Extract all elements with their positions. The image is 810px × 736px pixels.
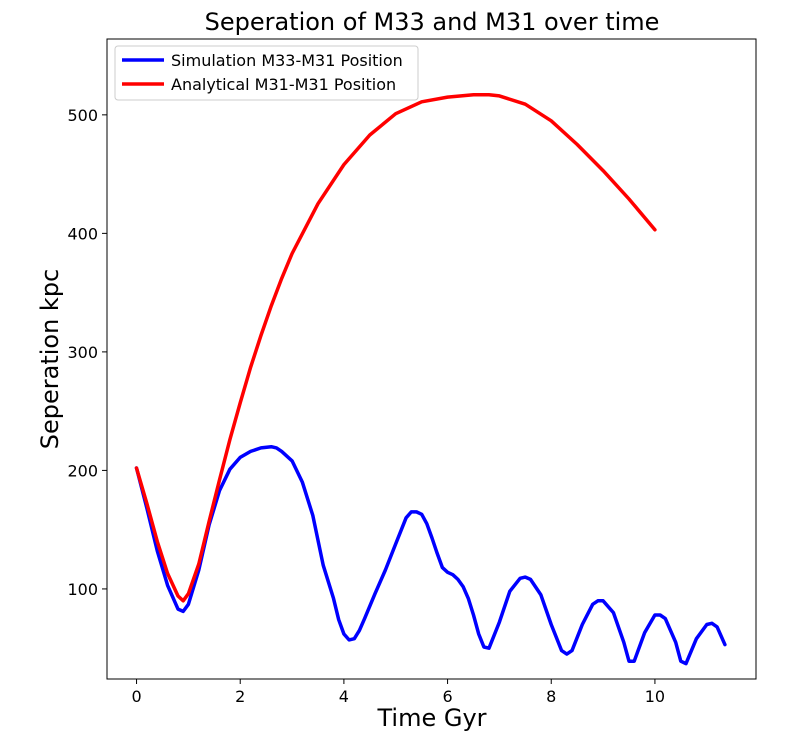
x-axis: 0 2 4 6 8 10 [131,679,665,706]
y-tick-label: 400 [67,224,98,243]
y-tick-label: 100 [67,580,98,599]
y-tick-label: 500 [67,106,98,125]
y-axis: 100 200 300 400 500 [67,106,107,599]
y-tick-label: 200 [67,461,98,480]
x-tick-label: 8 [546,687,556,706]
x-axis-label: Time Gyr [376,704,486,732]
legend-label: Simulation M33-M31 Position [171,51,403,70]
legend-label: Analytical M31-M31 Position [171,75,396,94]
x-tick-label: 4 [339,687,349,706]
series-line [134,92,657,603]
x-tick-label: 6 [442,687,452,706]
chart-title: Seperation of M33 and M31 over time [205,8,660,36]
series-line [134,444,727,666]
x-tick-label: 0 [131,687,141,706]
x-tick-label: 10 [645,687,665,706]
y-tick-label: 300 [67,343,98,362]
x-tick-label: 2 [235,687,245,706]
legend: Simulation M33-M31 Position Analytical M3… [114,45,419,101]
legend-box [114,45,419,101]
plot-area [106,38,757,680]
y-axis-label: Seperation kpc [36,269,64,450]
series-group [134,92,727,666]
